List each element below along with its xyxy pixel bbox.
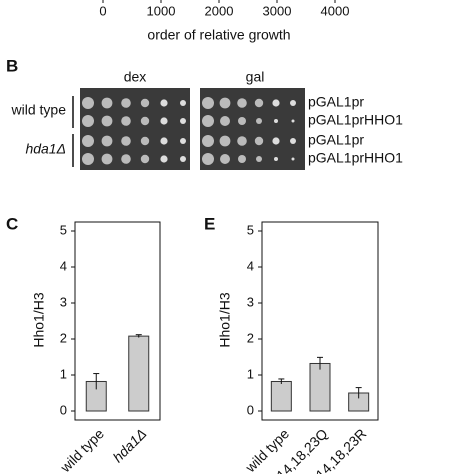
colony-spot xyxy=(237,136,247,146)
colony-spot xyxy=(140,98,150,108)
colony-spot xyxy=(256,156,262,162)
colony-spot xyxy=(160,99,168,107)
construct-label: pGAL1pr xyxy=(308,94,364,110)
colony-spot xyxy=(101,135,113,147)
colony-spot xyxy=(256,118,262,124)
colony-spot xyxy=(272,99,280,107)
y-tick-label: 3 xyxy=(60,294,67,309)
bar xyxy=(270,380,292,412)
y-tick-label: 0 xyxy=(247,402,254,417)
y-tick-label: 4 xyxy=(60,258,67,273)
strain-label: wild type xyxy=(11,102,67,118)
colony-spot xyxy=(121,98,131,108)
panel-letter: C xyxy=(6,214,18,233)
colony-spot xyxy=(202,153,214,165)
bar xyxy=(309,362,331,412)
colony-spot xyxy=(254,98,264,108)
y-tick-label: 4 xyxy=(247,258,254,273)
colony-spot xyxy=(82,153,94,165)
colony-spot xyxy=(160,137,168,145)
y-tick-label: 2 xyxy=(60,330,67,345)
plot-frame xyxy=(74,221,161,421)
panel-letter: E xyxy=(204,214,215,233)
colony-spot xyxy=(237,98,247,108)
colony-spot xyxy=(254,136,264,146)
y-axis-label: Hho1/H3 xyxy=(31,292,47,347)
colony-spot xyxy=(238,155,246,163)
colony-spot xyxy=(140,136,150,146)
construct-label: pGAL1pr xyxy=(308,132,364,148)
colony-spot xyxy=(140,116,150,126)
plate-dex xyxy=(80,88,190,170)
bar xyxy=(128,335,150,412)
colony-spot xyxy=(220,154,230,164)
y-tick-label: 5 xyxy=(247,222,254,237)
colony-spot xyxy=(101,97,113,109)
y-tick-label: 1 xyxy=(60,366,67,381)
y-tick-label: 5 xyxy=(60,222,67,237)
colony-spot xyxy=(121,116,131,126)
y-tick-label: 0 xyxy=(60,402,67,417)
colony-spot xyxy=(160,155,168,163)
axis-label: order of relative growth xyxy=(147,27,290,43)
x-tick-label: hda1Δ xyxy=(110,425,150,465)
colony-spot xyxy=(202,115,214,127)
x-tick-label: 0 xyxy=(99,3,106,18)
colony-spot xyxy=(121,136,131,146)
x-tick-label: 2000 xyxy=(205,3,234,18)
x-tick-label: 4000 xyxy=(321,3,350,18)
colony-spot xyxy=(180,100,186,106)
colony-spot xyxy=(291,119,295,123)
strain-label: hda1Δ xyxy=(25,141,66,157)
colony-spot xyxy=(82,135,94,147)
plate-gal xyxy=(200,88,305,170)
colony-spot xyxy=(291,157,295,161)
colony-spot xyxy=(202,135,214,147)
colony-spot xyxy=(290,100,296,106)
colony-spot xyxy=(101,115,113,127)
colony-spot xyxy=(82,115,94,127)
medium-label: dex xyxy=(124,69,147,85)
panel-letter: B xyxy=(6,56,18,75)
colony-spot xyxy=(274,157,278,161)
colony-spot xyxy=(101,153,113,165)
colony-spot xyxy=(121,154,131,164)
colony-spot xyxy=(180,118,186,124)
colony-spot xyxy=(238,117,246,125)
x-tick-label: 1000 xyxy=(147,3,176,18)
colony-spot xyxy=(219,135,231,147)
colony-spot xyxy=(272,137,280,145)
colony-spot xyxy=(290,138,296,144)
y-axis-label: Hho1/H3 xyxy=(217,292,233,347)
construct-label: pGAL1prHHO1 xyxy=(308,112,403,128)
y-tick-label: 3 xyxy=(247,294,254,309)
colony-spot xyxy=(220,116,230,126)
colony-spot xyxy=(274,119,278,123)
colony-spot xyxy=(202,97,214,109)
y-tick-label: 1 xyxy=(247,366,254,381)
colony-spot xyxy=(140,154,150,164)
plot-frame xyxy=(261,221,379,421)
colony-spot xyxy=(219,97,231,109)
x-tick-label: wild type xyxy=(56,425,107,474)
colony-spot xyxy=(180,156,186,162)
colony-spot xyxy=(160,117,168,125)
x-tick-label: 3000 xyxy=(263,3,292,18)
colony-spot xyxy=(180,138,186,144)
y-tick-label: 2 xyxy=(247,330,254,345)
medium-label: gal xyxy=(246,69,265,85)
colony-spot xyxy=(82,97,94,109)
construct-label: pGAL1prHHO1 xyxy=(308,150,403,166)
